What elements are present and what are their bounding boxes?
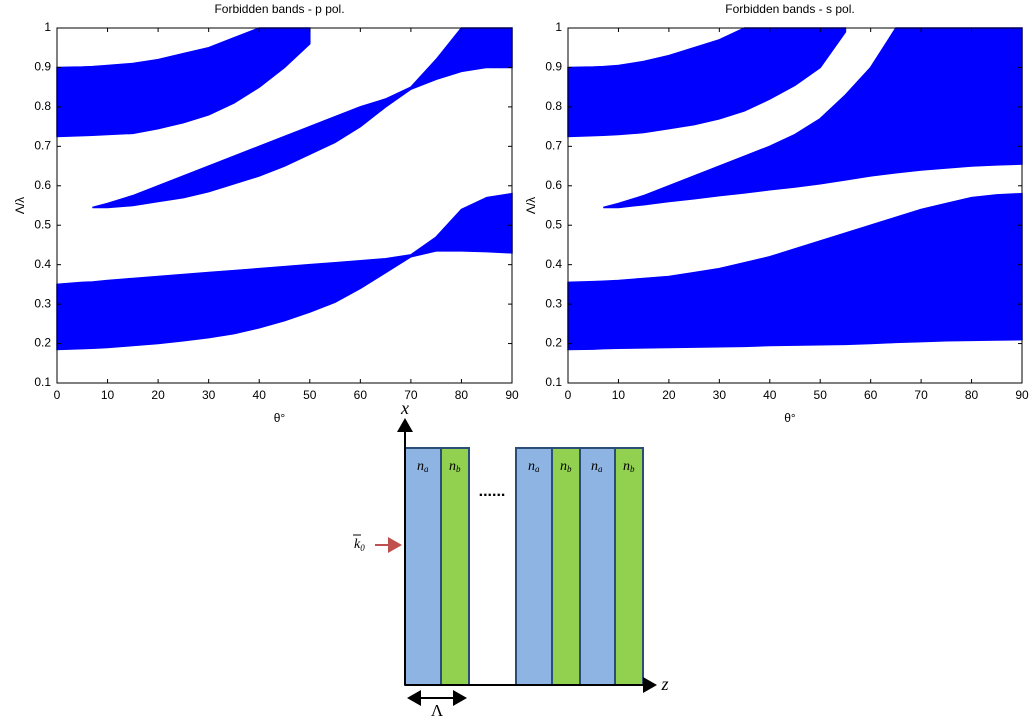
y-tick-label: 0.5 [34,217,51,231]
layer-subscript: a [535,464,540,474]
y-tick-label: 0.3 [545,296,562,310]
dots: ...... [479,483,506,500]
layer-subscript: a [424,464,429,474]
wave-label: k0 [354,537,365,553]
x-tick-label: 20 [662,388,676,402]
layer-symbol: n [417,459,424,474]
period-label: Λ [431,701,444,720]
band-area [567,192,1023,351]
y-axis-label: Λ/λ [524,197,538,214]
layer-label: nb [560,459,572,474]
x-tick-label: 30 [713,388,727,402]
wave-subscript: 0 [360,543,365,553]
x-tick-label: 10 [612,388,626,402]
layer-symbol: n [528,459,535,474]
layer-symbol: n [623,459,630,474]
x-axis-label: θ° [784,411,796,425]
x-tick-label: 20 [151,388,165,402]
chart-title: Forbidden bands - s pol. [725,2,854,16]
y-tick-label: 0.7 [34,139,51,153]
layer-b [614,447,644,686]
y-tick-label: 0.5 [545,217,562,231]
layer-subscript: b [456,464,461,474]
layer-a [404,447,442,686]
diagram: x z Λ ...... k0 [353,398,669,720]
layer-label: nb [623,459,635,474]
y-tick-label: 0.8 [545,99,562,113]
axes-box [56,27,513,384]
layer-symbol: n [591,459,598,474]
y-tick-label: 0.7 [545,139,562,153]
x-axis-label: x [400,398,409,418]
layer-label: na [591,459,603,474]
layer-a [515,447,553,686]
x-tick-label: 40 [253,388,267,402]
layer-b [440,447,470,686]
y-tick-label: 0.6 [34,178,51,192]
x-tick-label: 50 [303,388,317,402]
y-tick-label: 0.4 [34,257,51,271]
y-tick-label: 0.3 [34,296,51,310]
x-tick-label: 90 [1015,388,1029,402]
x-tick-label: 60 [864,388,878,402]
x-tick-label: 50 [814,388,828,402]
y-tick-label: 0.9 [34,60,51,74]
band-area [56,192,513,351]
y-tick-label: 0.2 [545,336,562,350]
y-tick-label: 0.2 [34,336,51,350]
x-tick-label: 10 [101,388,115,402]
x-tick-label: 30 [202,388,216,402]
x-tick-label: 80 [965,388,979,402]
layer-b [551,447,581,686]
x-tick-label: 40 [763,388,777,402]
layer-a [579,447,616,686]
x-tick-label: 0 [565,388,572,402]
y-tick-label: 0.4 [545,257,562,271]
layer-symbol: n [449,459,456,474]
layer-symbol: n [560,459,567,474]
axes-box [567,27,1023,384]
chart-title: Forbidden bands - p pol. [214,2,344,16]
layer-label: na [528,459,540,474]
layer-subscript: b [630,464,635,474]
x-tick-label: 0 [54,388,61,402]
wave-symbol: k [354,537,361,552]
x-tick-label: 60 [354,388,368,402]
z-axis-label: z [660,674,668,694]
y-tick-label: 0.6 [545,178,562,192]
y-tick-label: 0.8 [34,99,51,113]
chart: 0 10 20 30 40 50 60 70 80 90 0.1 0.2 0.3 0.4 0.5 0.6 0.7… [13,2,519,425]
y-tick-label: 1 [555,20,562,34]
y-tick-label: 0.9 [545,60,562,74]
y-tick-label: 0.1 [34,375,51,389]
y-tick-label: 1 [44,20,51,34]
x-tick-label: 90 [505,388,519,402]
chart: 0 10 20 30 40 50 60 70 80 90 0.1 0.2 0.3 0.4 0.5 0.6 0.7… [524,2,1029,425]
layer-label: nb [449,459,461,474]
layer-subscript: b [567,464,572,474]
y-axis-label: Λ/λ [13,197,27,214]
layer-subscript: a [598,464,603,474]
layer-label: na [417,459,429,474]
x-tick-label: 70 [914,388,928,402]
y-tick-label: 0.1 [545,375,562,389]
x-axis-label: θ° [274,411,286,425]
x-tick-label: 70 [404,388,418,402]
band-area [56,27,311,138]
x-tick-label: 80 [455,388,469,402]
band-area [567,27,847,138]
